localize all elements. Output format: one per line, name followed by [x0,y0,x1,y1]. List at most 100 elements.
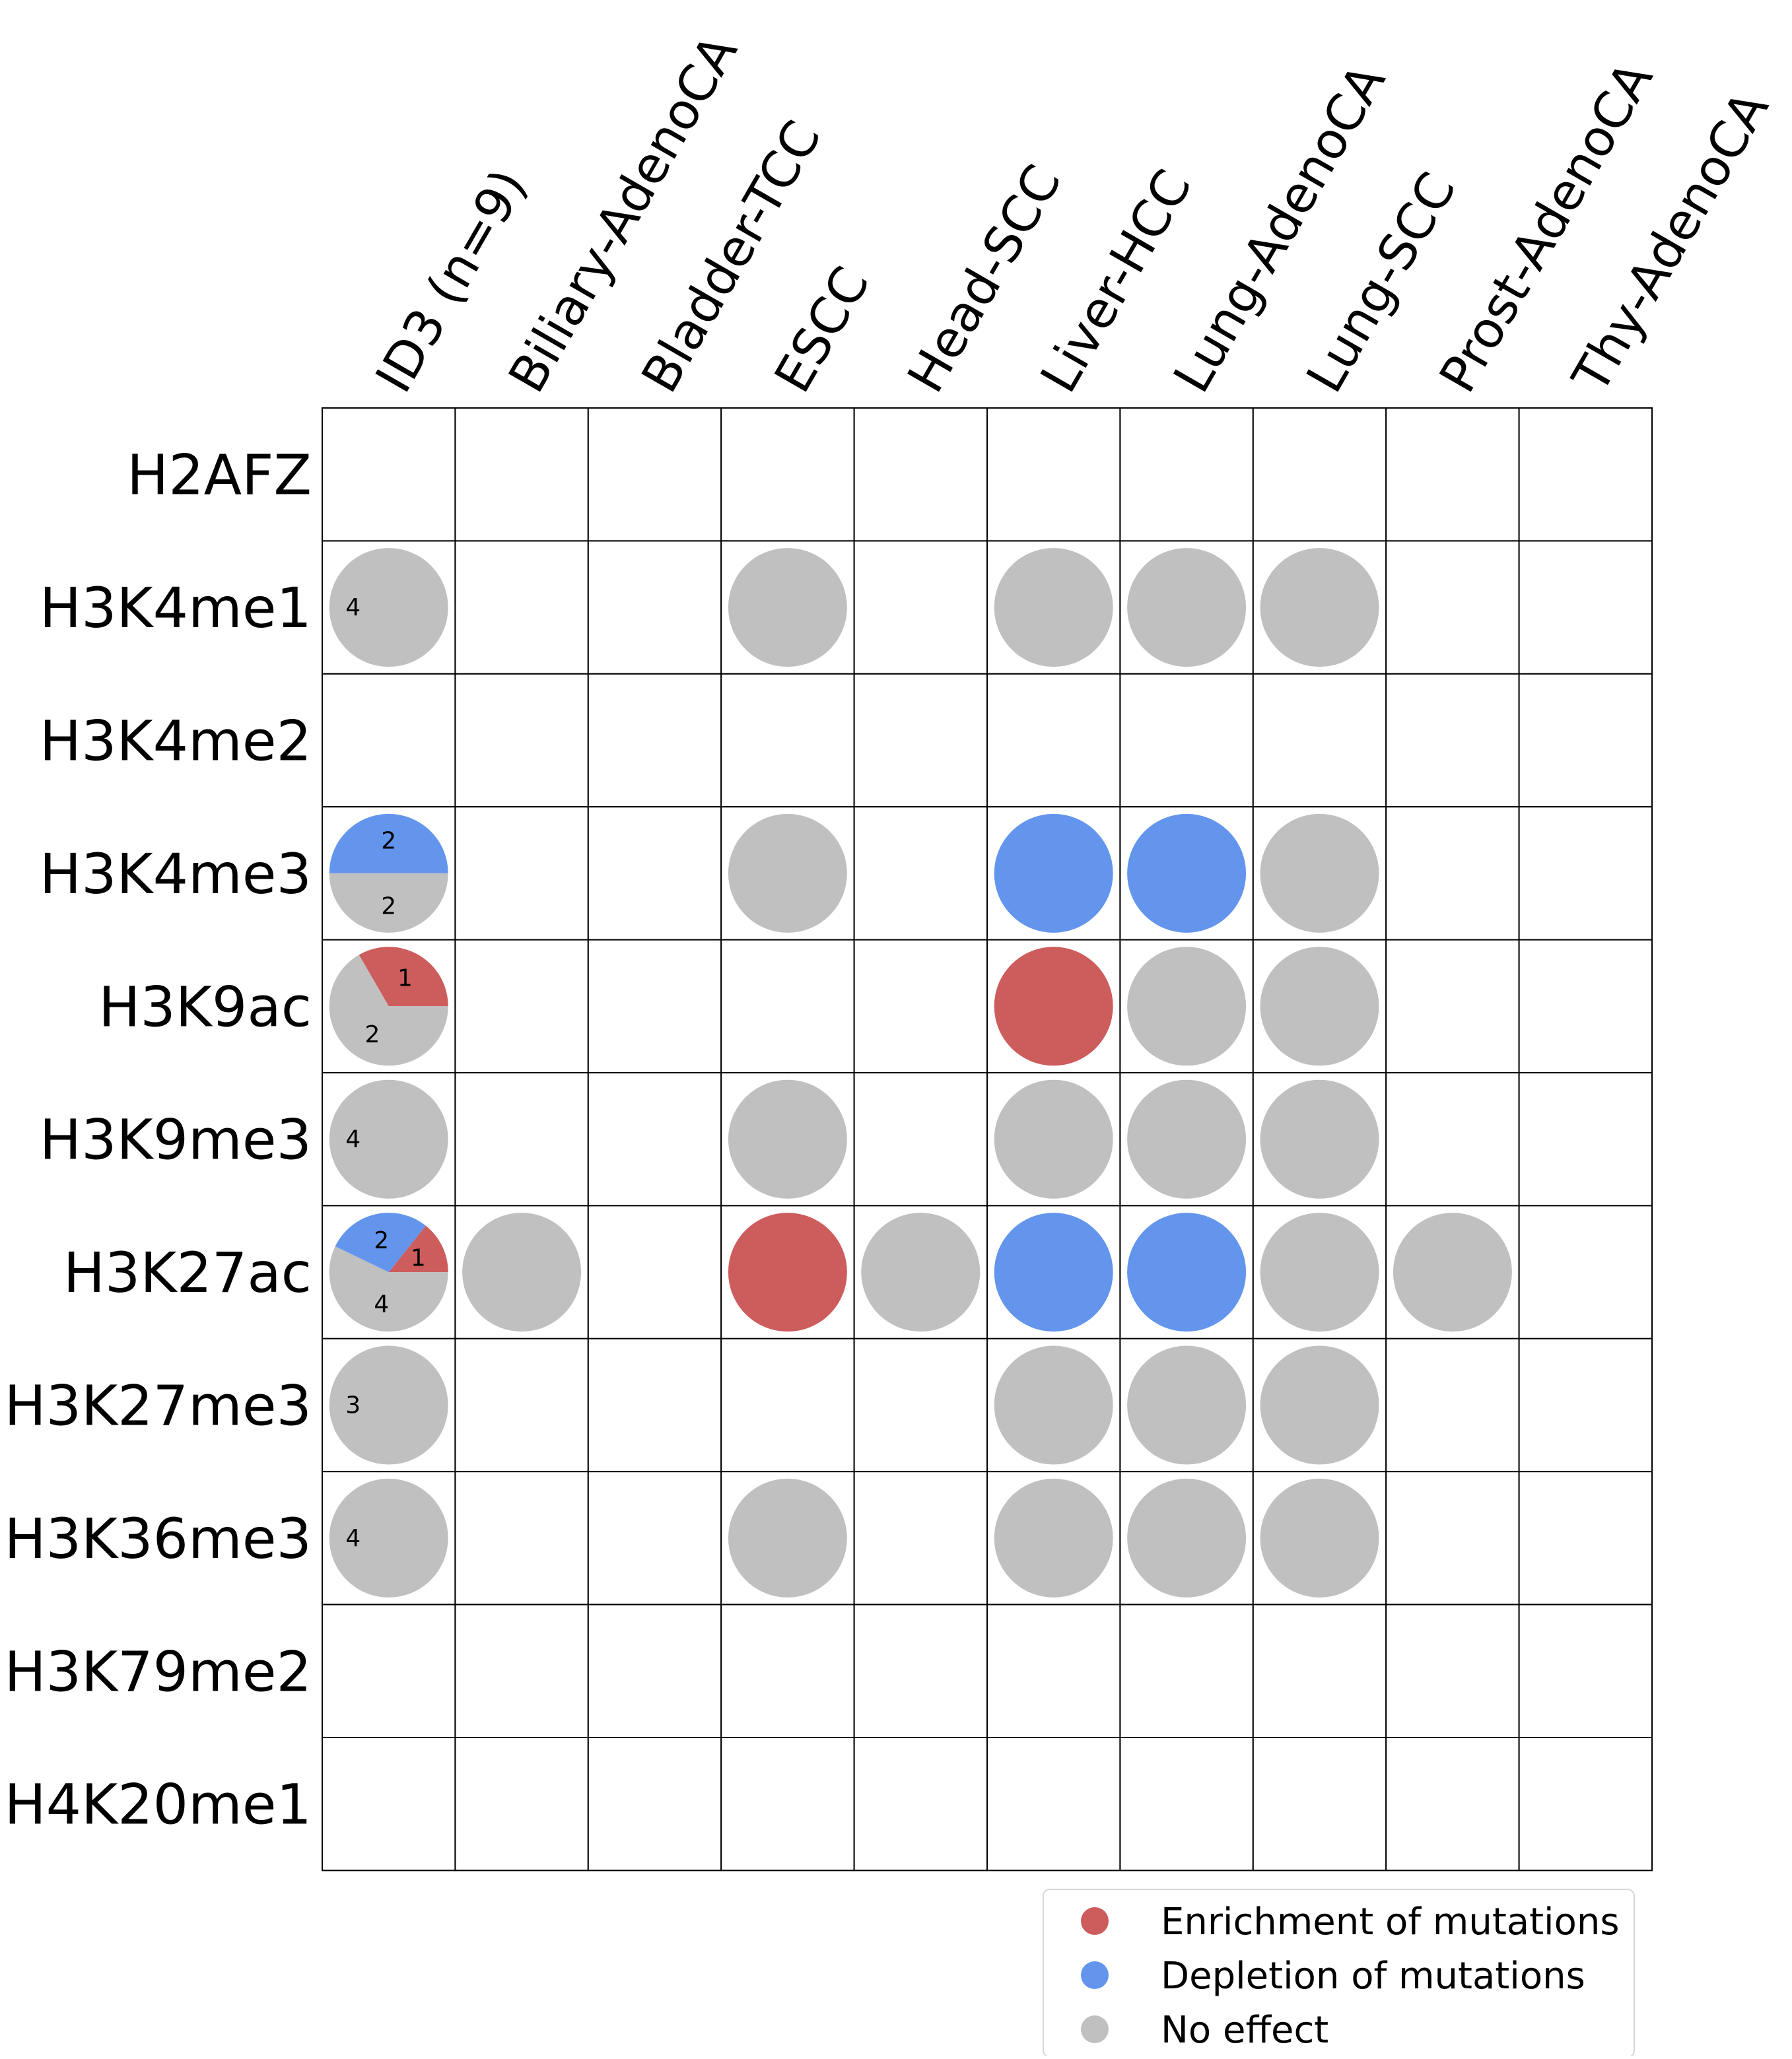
grid-cell-h3k4me2-thy-adenoca [1518,673,1653,808]
mark-h3k27ac-liver-hcc-depletion-circle [994,1213,1113,1332]
mark-h3k4me1-liver-hcc-no-effect-circle [994,548,1113,667]
grid-cell-h3k4me3-prost-adenoca [1385,806,1520,941]
grid-cell-h4k20me1-liver-hcc [986,1737,1121,1872]
mark-h3k27ac-id3-n-9-enrichment-slice [388,1225,448,1273]
grid-cell-h3k4me2-bladder-tcc [587,673,722,808]
row-label-h3k79me2: H3K79me2 [4,1639,312,1704]
mark-h3k27ac-escc-enrichment-circle [728,1213,847,1332]
grid-cell-h3k4me1-prost-adenoca [1385,540,1520,675]
mark-h3k36me3-escc-no-effect-circle [728,1478,847,1598]
mark-h3k36me3-lung-adenoca-no-effect-circle [1127,1478,1247,1598]
legend-marker-enrichment [1081,1907,1109,1935]
row-label-h3k4me3: H3K4me3 [40,842,312,906]
row-label-h3k4me2: H3K4me2 [40,709,312,774]
grid-cell-h3k79me2-prost-adenoca [1385,1603,1520,1739]
grid-cell-h3k27me3-biliary-adenoca [454,1337,589,1473]
grid-cell-h3k36me3-thy-adenoca [1518,1471,1653,1605]
grid-cell-h3k9ac-bladder-tcc [587,939,722,1073]
column-label-escc: ESCC [763,257,880,402]
grid-cell-h3k9me3-biliary-adenoca [454,1072,589,1207]
mark-h3k9me3-lung-adenoca-no-effect-circle [1127,1079,1247,1199]
grid-cell-h4k20me1-thy-adenoca [1518,1737,1653,1872]
grid-cell-h3k4me1-biliary-adenoca [454,540,589,675]
grid-cell-h2afz-escc [720,407,855,542]
grid-cell-h3k36me3-head-scc [853,1471,988,1605]
grid-cell-h3k27me3-thy-adenoca [1518,1337,1653,1473]
grid-cell-h3k79me2-biliary-adenoca [454,1603,589,1739]
mark-h3k4me3-id3-n-9-depletion-slice [329,813,448,873]
grid-cell-h3k79me2-lung-scc [1252,1603,1387,1739]
grid-cell-h4k20me1-biliary-adenoca [454,1737,589,1872]
grid-cell-h3k9ac-thy-adenoca [1518,939,1653,1073]
grid-cell-h4k20me1-id3-n-9 [322,1737,456,1872]
legend-label-depletion: Depletion of mutations [1161,1955,1585,1998]
mark-h3k4me1-id3-n-9-no-effect-slice [329,548,448,667]
grid-cell-h2afz-lung-scc [1252,407,1387,542]
grid-cell-h3k4me3-thy-adenoca [1518,806,1653,941]
grid-cell-h2afz-bladder-tcc [587,407,722,542]
legend: Enrichment of mutations Depletion of muta… [1043,1889,1635,2058]
grid-cell-h3k4me3-biliary-adenoca [454,806,589,941]
mark-h3k27ac-id3-n-9-depletion-slice-count-label: 2 [374,1227,389,1254]
grid-cell-h3k4me2-lung-scc [1252,673,1387,808]
grid-cell-h3k4me2-head-scc [853,673,988,808]
grid-cell-h2afz-prost-adenoca [1385,407,1520,542]
grid-cell-h3k4me3-head-scc [853,806,988,941]
grid-cell-h4k20me1-head-scc [853,1737,988,1872]
grid-cell-h3k4me2-lung-adenoca [1119,673,1254,808]
mark-h3k36me3-id3-n-9-no-effect-slice-count-label: 4 [345,1525,361,1552]
mark-h3k9me3-liver-hcc-no-effect-circle [994,1079,1113,1199]
grid-cell-h3k79me2-escc [720,1603,855,1739]
grid-cell-h3k9me3-head-scc [853,1072,988,1207]
grid-cell-h3k36me3-biliary-adenoca [454,1471,589,1605]
row-label-h2afz: H2AFZ [127,443,312,508]
grid-cell-h4k20me1-bladder-tcc [587,1737,722,1872]
legend-label-enrichment: Enrichment of mutations [1161,1901,1620,1943]
grid-cell-h3k9me3-bladder-tcc [587,1072,722,1207]
grid-cell-h3k4me1-bladder-tcc [587,540,722,675]
mark-h3k27ac-id3-n-9-enrichment-slice-count-label: 1 [411,1245,426,1272]
grid-cell-h3k79me2-lung-adenoca [1119,1603,1254,1739]
mark-h3k36me3-id3-n-9-no-effect-slice [329,1478,448,1598]
grid-layer [322,407,1653,1872]
legend-marker-depletion [1081,1961,1109,1989]
mark-h3k9ac-lung-scc-no-effect-circle [1260,947,1379,1066]
grid-cell-h3k9me3-thy-adenoca [1518,1072,1653,1207]
grid-cell-h3k79me2-id3-n-9 [322,1603,456,1739]
row-label-h3k9ac: H3K9ac [98,974,312,1039]
grid-cell-h2afz-id3-n-9 [322,407,456,542]
mark-h3k4me1-id3-n-9-no-effect-slice-count-label: 4 [345,594,361,621]
grid-cell-h3k4me2-liver-hcc [986,673,1121,808]
mark-h3k4me3-id3-n-9-no-effect-slice [329,873,448,933]
grid-cell-h3k4me1-thy-adenoca [1518,540,1653,675]
row-label-h4k20me1: H4K20me1 [4,1772,312,1837]
grid-cell-h3k9ac-prost-adenoca [1385,939,1520,1073]
mark-h3k27ac-lung-scc-no-effect-circle [1260,1213,1379,1332]
grid-cell-h3k79me2-bladder-tcc [587,1603,722,1739]
grid-cell-h4k20me1-lung-adenoca [1119,1737,1254,1872]
grid-cell-h3k4me2-escc [720,673,855,808]
mark-h3k9me3-lung-scc-no-effect-circle [1260,1079,1379,1199]
grid-cell-h2afz-lung-adenoca [1119,407,1254,542]
grid-cell-h2afz-biliary-adenoca [454,407,589,542]
grid-cell-h3k36me3-bladder-tcc [587,1471,722,1605]
grid-cell-h3k4me2-biliary-adenoca [454,673,589,808]
mark-h3k9me3-id3-n-9-no-effect-slice [329,1079,448,1199]
mark-h3k27me3-id3-n-9-no-effect-slice [329,1345,448,1465]
grid-cell-h3k4me2-id3-n-9 [322,673,456,808]
mark-h3k4me3-id3-n-9-no-effect-slice-count-label: 2 [381,893,396,920]
grid-cell-h3k27ac-thy-adenoca [1518,1205,1653,1339]
mark-h3k4me3-lung-scc-no-effect-circle [1260,813,1379,933]
grid-cell-h4k20me1-prost-adenoca [1385,1737,1520,1872]
mark-h3k4me3-liver-hcc-depletion-circle [994,813,1113,933]
grid-cell-h4k20me1-lung-scc [1252,1737,1387,1872]
grid-cell-h3k27ac-bladder-tcc [587,1205,722,1339]
grid-cell-h3k27me3-head-scc [853,1337,988,1473]
legend-marker-no-effect [1081,2015,1109,2043]
row-label-h3k27me3: H3K27me3 [4,1374,312,1438]
mark-h3k27ac-head-scc-no-effect-circle [861,1213,981,1332]
mark-h3k27ac-id3-n-9-depletion-slice [335,1213,426,1273]
grid-cell-h3k79me2-head-scc [853,1603,988,1739]
